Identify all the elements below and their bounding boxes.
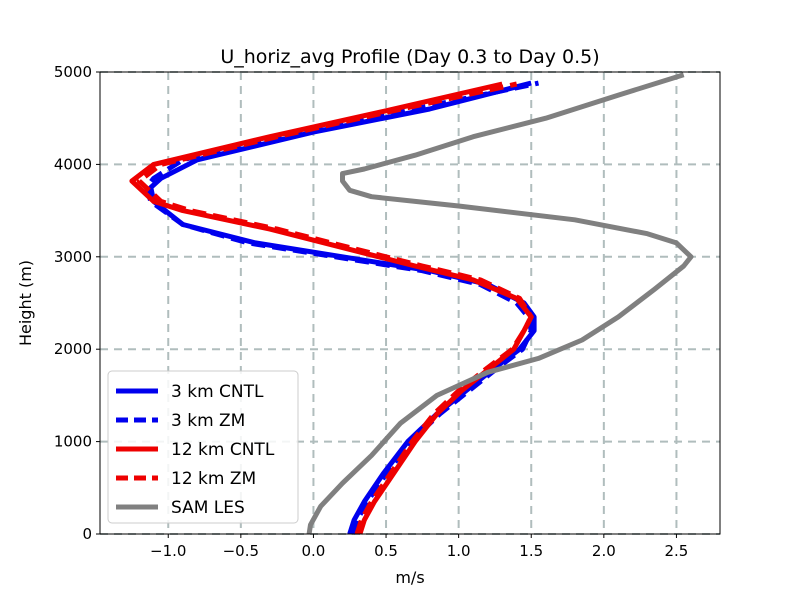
x-tick-label: 2.0 <box>592 542 616 560</box>
series-line-sam-les <box>306 72 694 535</box>
series-line-12-km-zm <box>136 81 534 535</box>
legend-label-sam-les: SAM LES <box>171 498 245 518</box>
legend-label-12-km-zm: 12 km ZM <box>171 469 256 489</box>
legend-box <box>107 370 299 524</box>
axis-ticks: −1.0 −0.5 0.0 0.5 1.0 1.5 2.0 2.5 0 1000 2000 3000 4… <box>54 63 689 560</box>
y-tick-label: 3000 <box>54 248 92 266</box>
x-tick-label: 2.5 <box>665 542 689 560</box>
x-tick-label: 1.0 <box>447 542 471 560</box>
y-tick-label: 1000 <box>54 433 92 451</box>
x-tick-label: −0.5 <box>223 542 259 560</box>
y-tick-label: 5000 <box>54 63 92 81</box>
y-axis-title: Height (m) <box>16 260 35 346</box>
x-tick-label: −1.0 <box>150 542 186 560</box>
x-tick-label: 1.5 <box>519 542 543 560</box>
x-tick-label: 0.0 <box>302 542 326 560</box>
chart-title: U_horiz_avg Profile (Day 0.3 to Day 0.5) <box>220 46 599 68</box>
x-tick-label: 0.5 <box>374 542 398 560</box>
x-axis-title: m/s <box>395 568 424 587</box>
legend: 3 km CNTL 3 km ZM 12 km CNTL 12 km ZM SAM LE… <box>107 370 299 524</box>
y-tick-label: 4000 <box>54 155 92 173</box>
y-tick-label: 2000 <box>54 340 92 358</box>
legend-label-3-km-zm: 3 km ZM <box>171 411 245 431</box>
plot-frame <box>99 71 721 535</box>
legend-label-3-km-cntl: 3 km CNTL <box>171 382 264 402</box>
legend-label-12-km-cntl: 12 km CNTL <box>171 440 275 460</box>
series-line-3-km-zm <box>144 80 540 535</box>
y-tick-label: 0 <box>82 525 92 543</box>
series-lines <box>129 72 694 535</box>
